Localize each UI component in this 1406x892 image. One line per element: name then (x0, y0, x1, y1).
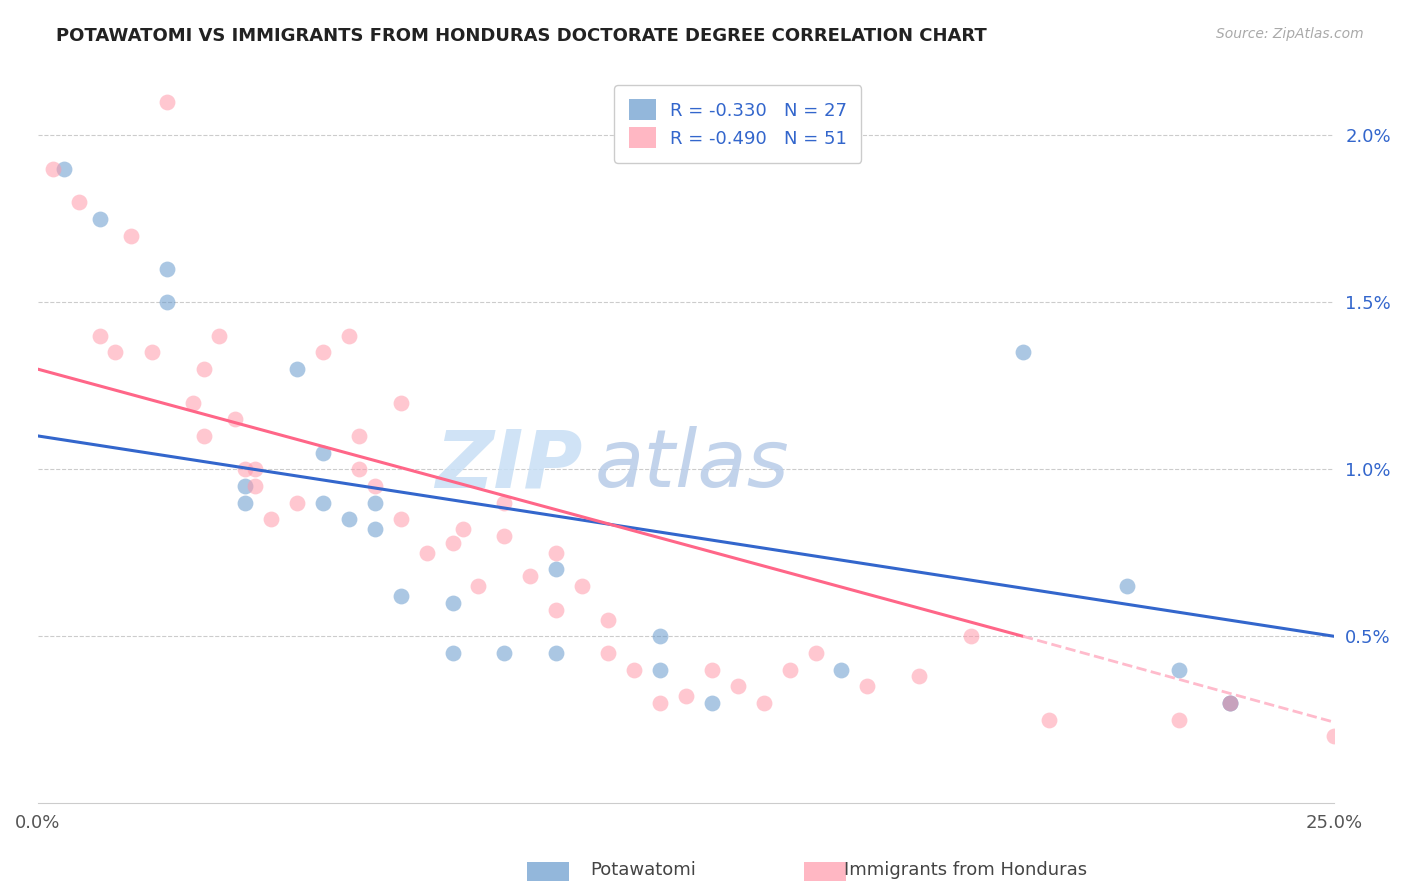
Point (779, 663, 801, 677)
Point (389, 395, 412, 409)
Point (546, 562, 568, 576)
Point (494, 529, 516, 543)
Point (1012, 345, 1035, 359)
Point (519, 569, 541, 583)
Point (233, 462, 256, 476)
Point (120, 228, 142, 243)
Text: atlas: atlas (595, 426, 790, 504)
Point (89, 328, 111, 343)
Point (415, 546, 437, 560)
Point (364, 496, 387, 510)
Point (233, 496, 256, 510)
Point (347, 429, 370, 443)
Point (727, 679, 749, 693)
Point (908, 669, 931, 683)
Point (245, 462, 267, 476)
Point (224, 412, 246, 426)
Point (1115, 579, 1137, 593)
Point (494, 496, 516, 510)
Point (285, 496, 308, 510)
Point (804, 646, 827, 660)
Point (598, 613, 620, 627)
Point (441, 596, 464, 610)
Point (181, 395, 204, 409)
Point (1038, 713, 1060, 727)
Point (312, 445, 335, 459)
Point (546, 602, 568, 616)
Legend: R = -0.330   N = 27, R = -0.490   N = 51: R = -0.330 N = 27, R = -0.490 N = 51 (614, 85, 862, 162)
Point (1219, 696, 1241, 710)
Point (1167, 713, 1189, 727)
Point (648, 629, 671, 643)
Point (856, 679, 879, 693)
Point (141, 345, 163, 359)
Text: ZIP: ZIP (434, 426, 582, 504)
Point (571, 579, 593, 593)
Point (312, 496, 335, 510)
Point (193, 429, 215, 443)
Point (830, 663, 852, 677)
Point (89, 211, 111, 226)
Point (467, 579, 489, 593)
Point (312, 345, 335, 359)
Point (441, 646, 464, 660)
Point (700, 663, 723, 677)
Point (752, 696, 775, 710)
Text: Source: ZipAtlas.com: Source: ZipAtlas.com (1216, 27, 1364, 41)
Point (389, 589, 412, 603)
Point (337, 512, 360, 526)
Point (347, 462, 370, 476)
Point (451, 523, 474, 537)
Point (546, 546, 568, 560)
Point (337, 328, 360, 343)
Point (623, 663, 645, 677)
Point (52, 161, 75, 176)
Point (700, 696, 723, 710)
Point (648, 663, 671, 677)
Point (245, 479, 267, 493)
Point (285, 362, 308, 376)
Text: Immigrants from Honduras: Immigrants from Honduras (844, 861, 1087, 879)
Point (233, 479, 256, 493)
Point (156, 295, 179, 310)
Text: Potawatomi: Potawatomi (591, 861, 696, 879)
Point (104, 345, 127, 359)
Point (546, 646, 568, 660)
Text: POTAWATOMI VS IMMIGRANTS FROM HONDURAS DOCTORATE DEGREE CORRELATION CHART: POTAWATOMI VS IMMIGRANTS FROM HONDURAS D… (56, 27, 987, 45)
Point (648, 696, 671, 710)
Point (441, 535, 464, 549)
Point (156, 261, 179, 276)
Point (598, 646, 620, 660)
Point (960, 629, 983, 643)
Point (1219, 696, 1241, 710)
Point (364, 523, 387, 537)
Point (364, 479, 387, 493)
Point (1219, 696, 1241, 710)
Point (208, 328, 231, 343)
Point (156, 95, 179, 109)
Point (494, 646, 516, 660)
Point (1167, 663, 1189, 677)
Point (67, 195, 90, 210)
Point (389, 512, 412, 526)
Point (1323, 730, 1346, 744)
Point (42, 161, 65, 176)
Point (675, 690, 697, 704)
Point (260, 512, 283, 526)
Point (193, 362, 215, 376)
